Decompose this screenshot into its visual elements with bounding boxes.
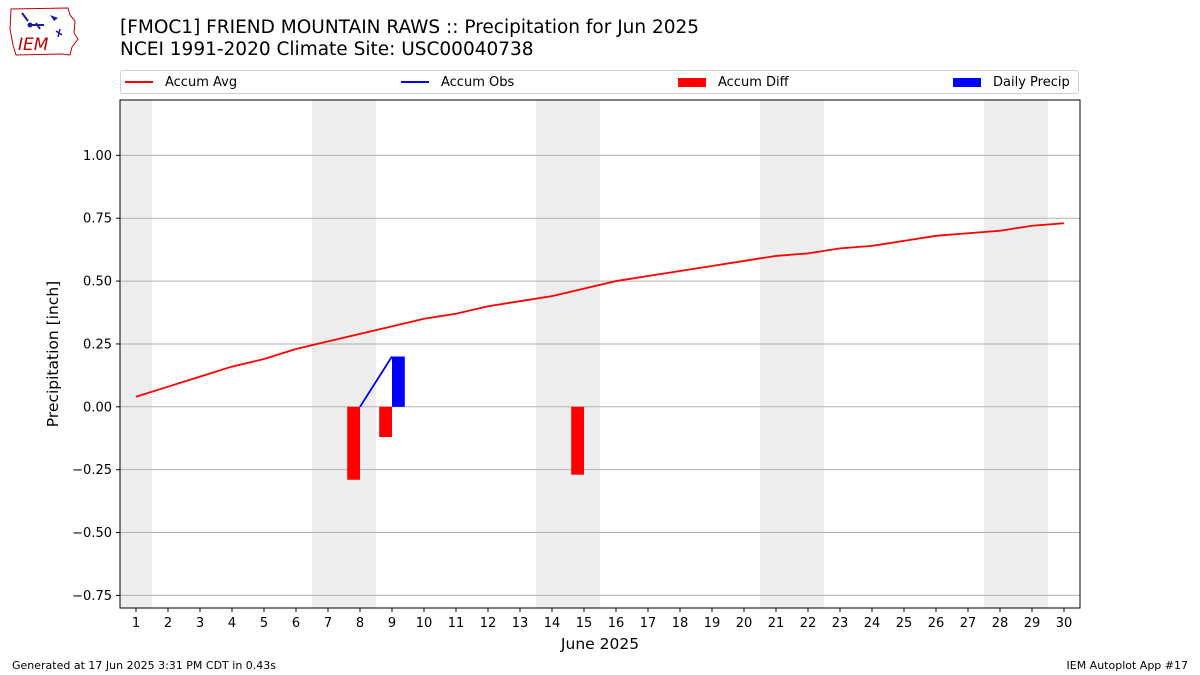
x-tick-label: 18 <box>672 616 689 631</box>
chart-subtitle: NCEI 1991-2020 Climate Site: USC00040738 <box>120 39 534 60</box>
legend-swatch-accum-diff <box>678 77 706 87</box>
x-tick-label: 9 <box>388 616 396 631</box>
accum-diff-bar <box>379 406 392 437</box>
chart-legend: Accum Avg Accum Obs Accum Diff Daily Pre… <box>120 70 1079 94</box>
accum-avg-line <box>135 222 1065 398</box>
y-tick-label: 0.00 <box>83 400 112 415</box>
plot-frame <box>119 99 1081 609</box>
weekend-shade-1 <box>312 100 376 608</box>
y-tick-label: −0.25 <box>72 463 112 478</box>
y-tick-label: 0.50 <box>83 275 112 290</box>
weekend-shade-3 <box>760 100 824 608</box>
x-tick-label: 24 <box>864 616 881 631</box>
legend-swatch-accum-obs <box>401 81 429 83</box>
x-tick-label: 22 <box>800 616 817 631</box>
y-tick-label: −0.50 <box>72 526 112 541</box>
x-tick-label: 14 <box>544 616 561 631</box>
x-axis-label: June 2025 <box>560 635 639 653</box>
y-axis-label: Precipitation [inch] <box>44 281 62 427</box>
y-tick-label: 0.75 <box>83 212 112 227</box>
x-tick-label: 11 <box>448 616 465 631</box>
legend-swatch-accum-avg <box>125 81 153 83</box>
legend-item-daily-precip: Daily Precip <box>953 71 1070 93</box>
x-tick-label: 29 <box>1024 616 1041 631</box>
x-tick-label: 25 <box>896 616 913 631</box>
accum-diff-bar <box>347 406 360 480</box>
y-tick-label: 1.00 <box>83 149 112 164</box>
legend-label-accum-diff: Accum Diff <box>718 74 789 90</box>
legend-item-accum-avg: Accum Avg <box>125 71 237 93</box>
x-tick-label: 4 <box>228 616 236 631</box>
legend-item-accum-obs: Accum Obs <box>401 71 514 93</box>
x-tick-label: 19 <box>704 616 721 631</box>
x-tick-label: 12 <box>480 616 497 631</box>
legend-label-accum-obs: Accum Obs <box>441 74 515 90</box>
daily-precip-bar <box>392 356 405 407</box>
x-tick-label: 6 <box>292 616 300 631</box>
x-tick-label: 2 <box>164 616 172 631</box>
x-tick-label: 30 <box>1056 616 1073 631</box>
weekend-shade-2 <box>536 100 600 608</box>
footer-generated: Generated at 17 Jun 2025 3:31 PM CDT in … <box>12 659 277 672</box>
x-tick-label: 16 <box>608 616 625 631</box>
weekend-shade-4 <box>984 100 1048 608</box>
x-tick-label: 8 <box>356 616 364 631</box>
x-tick-label: 28 <box>992 616 1009 631</box>
legend-label-daily-precip: Daily Precip <box>993 74 1070 90</box>
iem-iowa-logo-icon: IEM <box>9 7 79 56</box>
x-tick-label: 3 <box>196 616 204 631</box>
accum-diff-bar <box>571 406 584 475</box>
x-tick-label: 26 <box>928 616 945 631</box>
footer-app: IEM Autoplot App #17 <box>1066 659 1189 672</box>
iem-logo: IEM <box>8 5 80 59</box>
legend-item-accum-diff: Accum Diff <box>678 71 789 93</box>
accum-obs-line <box>359 356 393 408</box>
x-tick-label: 23 <box>832 616 849 631</box>
x-tick-label: 15 <box>576 616 593 631</box>
y-tick-label: 0.25 <box>83 337 112 352</box>
weekend-shade-0 <box>120 100 152 608</box>
y-tick-label: −0.75 <box>72 589 112 604</box>
chart-title: [FMOC1] FRIEND MOUNTAIN RAWS :: Precipit… <box>120 17 700 38</box>
legend-swatch-daily-precip <box>953 77 981 87</box>
x-tick-label: 5 <box>260 616 268 631</box>
x-tick-label: 13 <box>512 616 529 631</box>
x-tick-label: 17 <box>640 616 657 631</box>
x-tick-label: 1 <box>132 616 140 631</box>
logo-text: IEM <box>18 35 49 55</box>
x-tick-label: 7 <box>324 616 332 631</box>
x-tick-label: 10 <box>416 616 433 631</box>
x-tick-label: 21 <box>768 616 785 631</box>
legend-label-accum-avg: Accum Avg <box>165 74 238 90</box>
x-tick-label: 27 <box>960 616 977 631</box>
x-tick-label: 20 <box>736 616 753 631</box>
